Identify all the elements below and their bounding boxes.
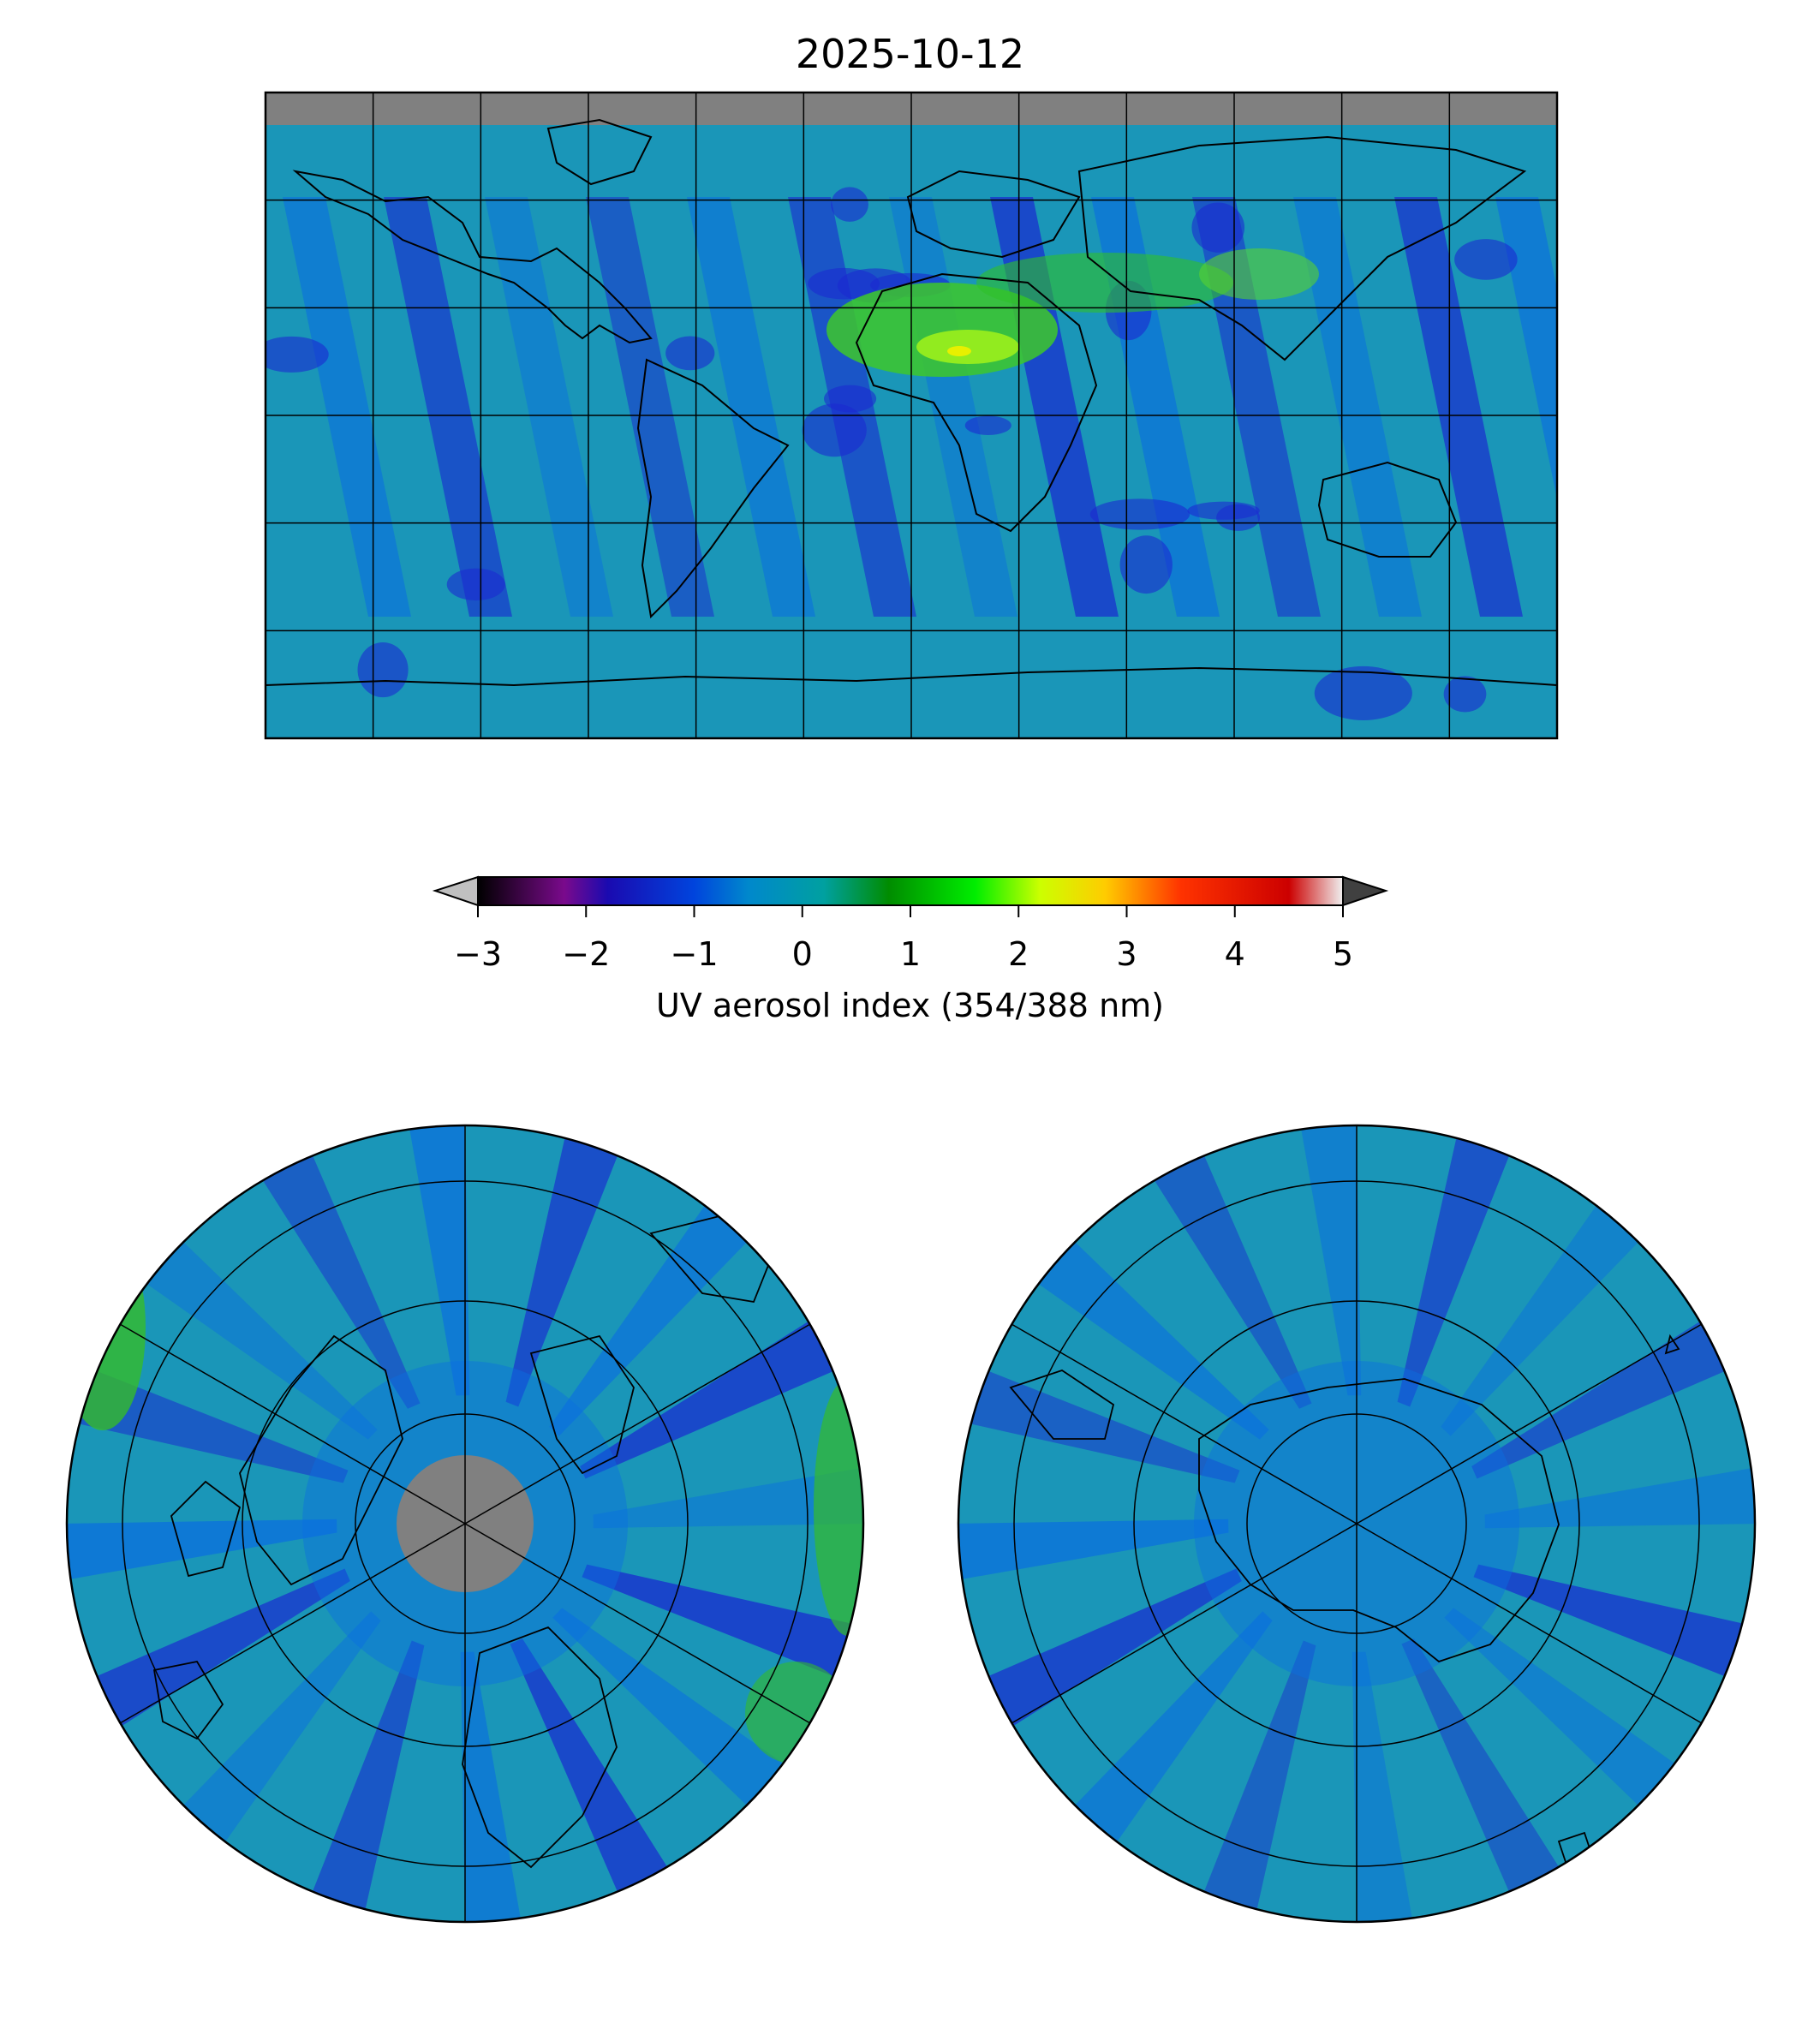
global-gridlines <box>266 92 1557 738</box>
africa-outline <box>855 272 1098 533</box>
colorbar-under-extension <box>432 875 479 907</box>
south-polar-map <box>957 1124 1757 1924</box>
south-america-outline <box>636 358 790 619</box>
greenland-outline <box>546 118 653 186</box>
colorbar-gradient <box>477 876 1344 906</box>
colorbar <box>432 875 1389 917</box>
asia-outline <box>1077 135 1527 361</box>
colorbar-tick-label: 4 <box>1224 935 1245 973</box>
colorbar-tick-label: −3 <box>453 935 503 973</box>
north-america-outline <box>292 170 653 344</box>
global-map <box>264 91 1559 740</box>
colorbar-tick-label: 3 <box>1116 935 1137 973</box>
europe-outline <box>906 170 1081 259</box>
colorbar-label: UV aerosol index (354/388 nm) <box>655 987 1164 1024</box>
south-polar-gridlines <box>1011 1125 1703 1922</box>
south-polar-swaths <box>958 1125 1755 1922</box>
dust-plume <box>826 248 1319 377</box>
colorbar-tick-label: −1 <box>670 935 719 973</box>
colorbar-over-extension <box>1342 875 1389 907</box>
colorbar-tick-label: 2 <box>1008 935 1029 973</box>
colorbar-tick-label: 1 <box>899 935 922 973</box>
colorbar-tick-label: −2 <box>562 935 611 973</box>
south-polar-coastlines <box>1009 1334 1680 1869</box>
global-coastlines <box>266 118 1557 687</box>
australia-outline <box>1317 461 1458 558</box>
north-polar-map <box>65 1124 865 1924</box>
north-polar-gridlines <box>119 1125 811 1922</box>
north-polar-frame <box>65 1124 865 1924</box>
global-map-frame <box>264 91 1559 740</box>
colorbar-tick-label: 0 <box>791 935 813 973</box>
colorbar-ticks <box>477 905 1344 917</box>
south-polar-frame <box>957 1124 1757 1924</box>
figure-title: 2025-10-12 <box>795 31 1025 77</box>
antarctica-outline <box>266 666 1557 687</box>
colorbar-tick-label: 5 <box>1332 935 1354 973</box>
